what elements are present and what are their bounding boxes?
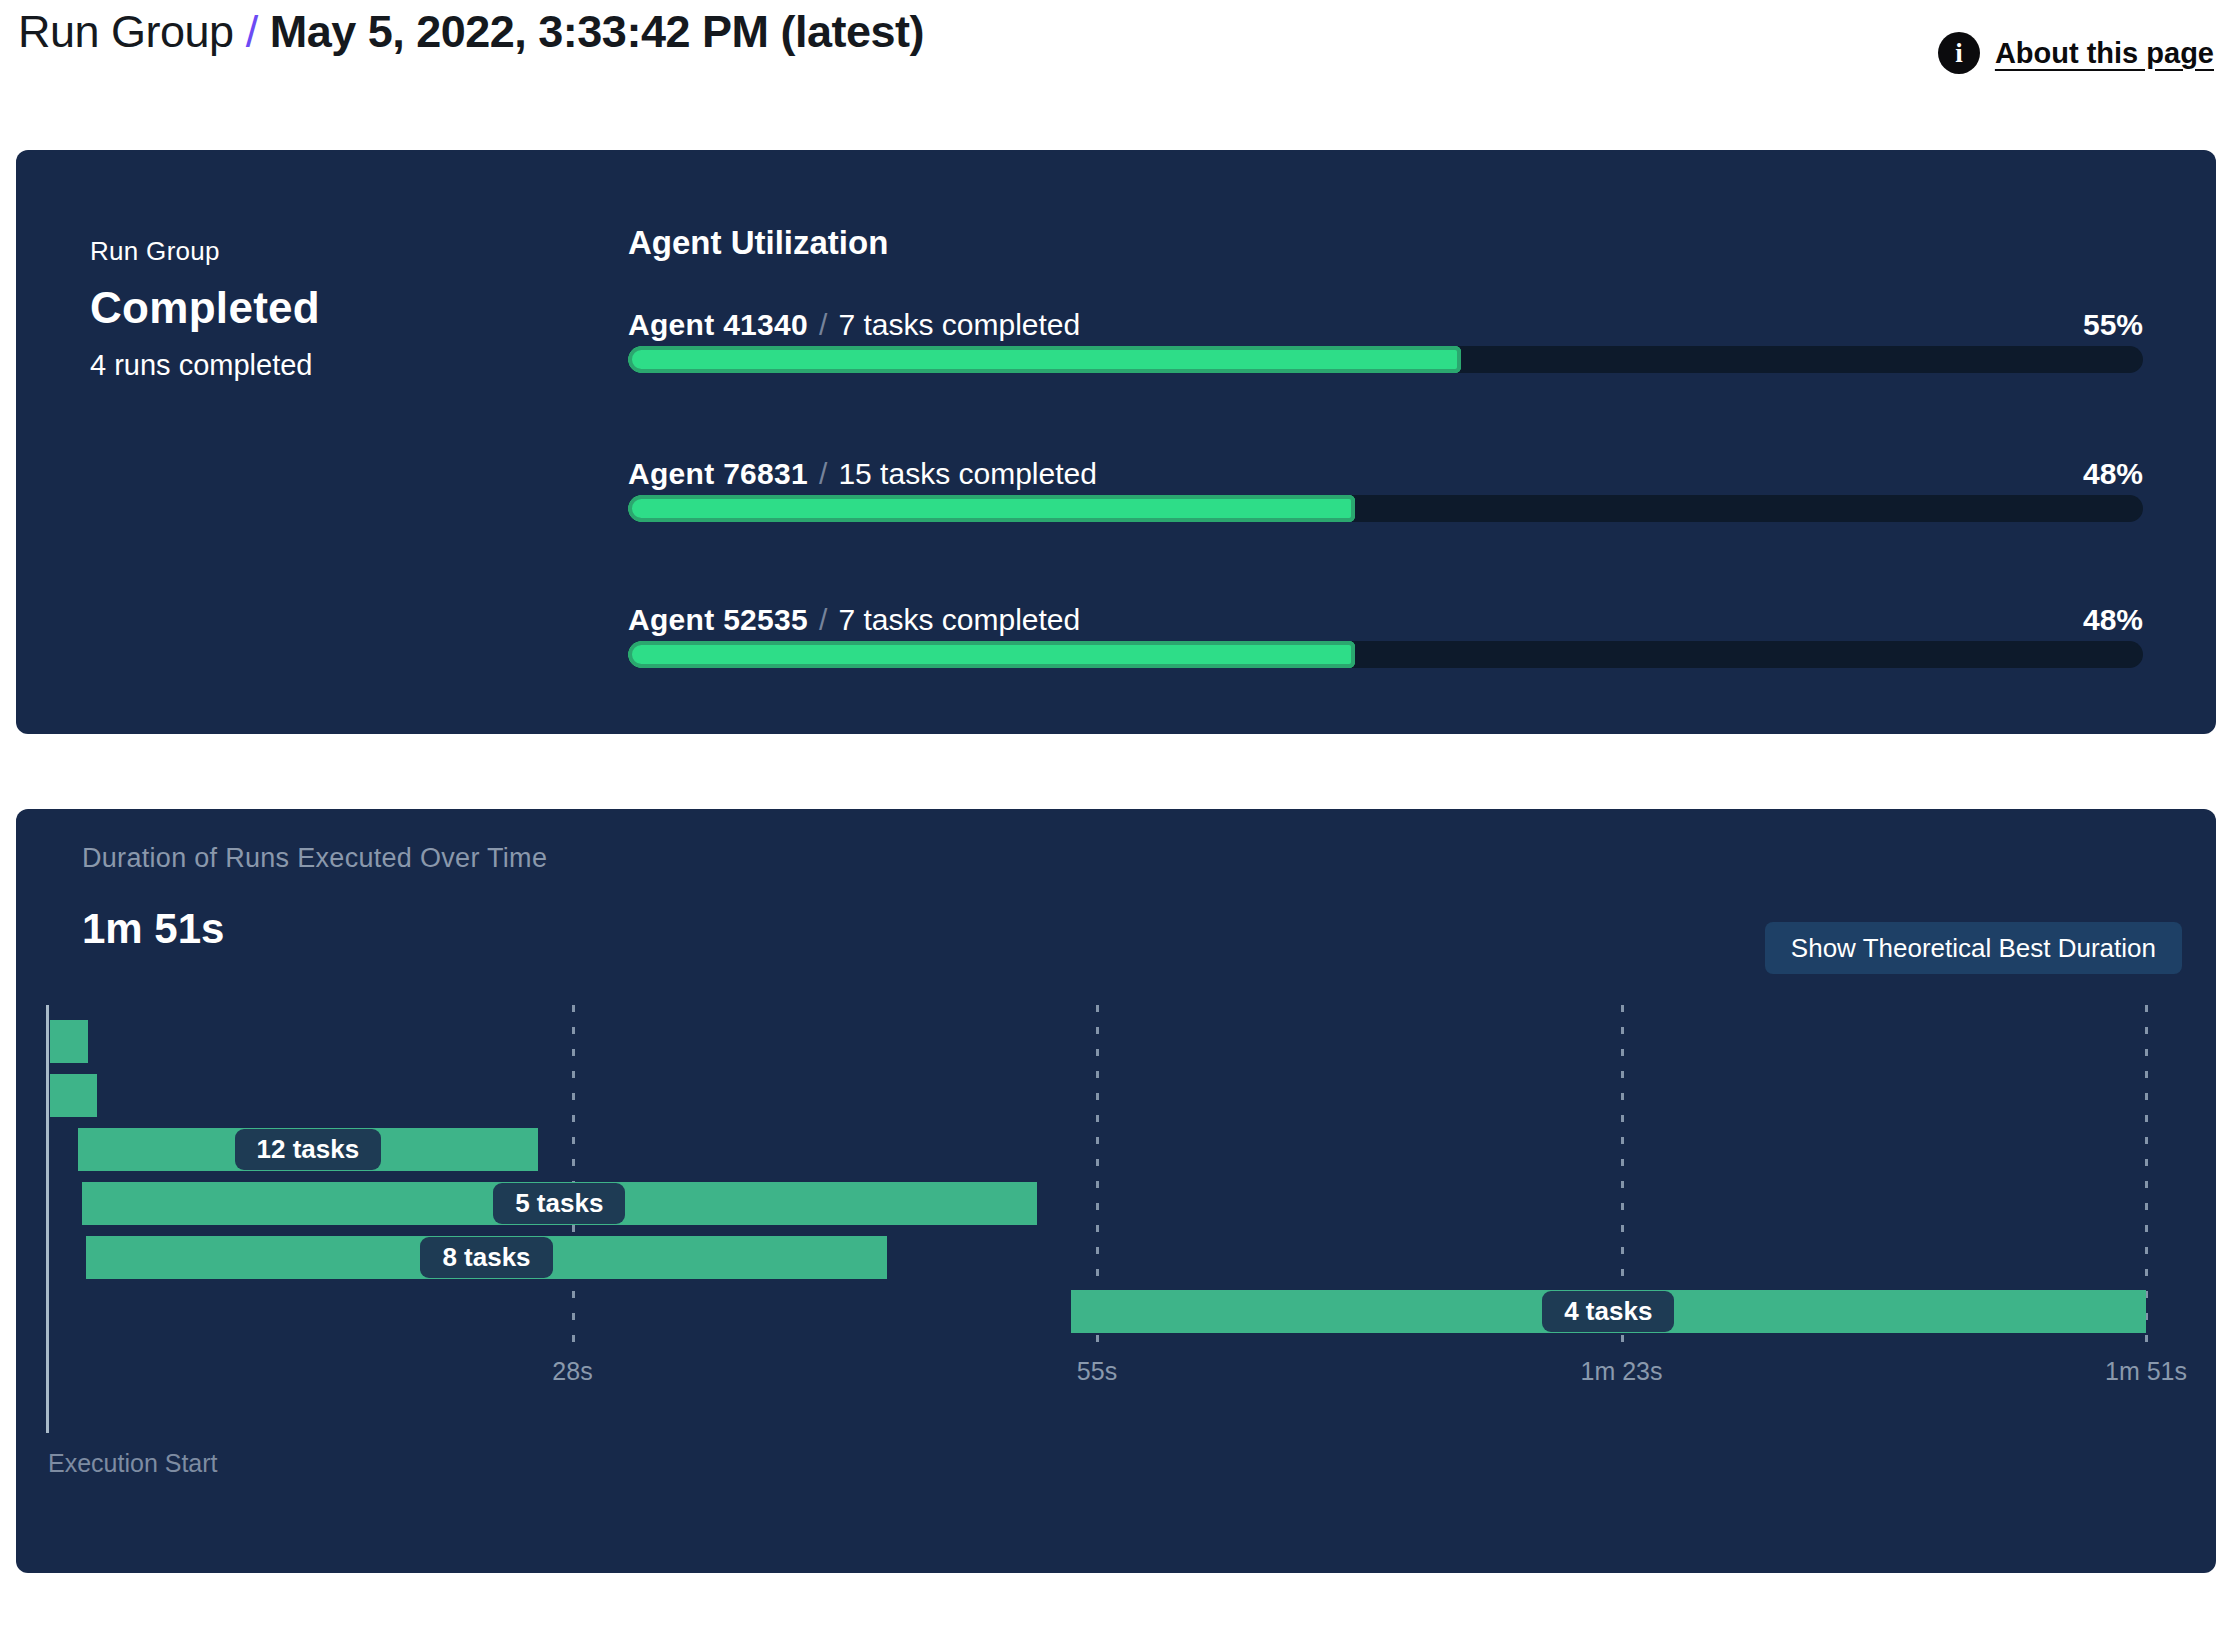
execution-start-label: Execution Start bbox=[48, 1449, 218, 1478]
agent-separator: / bbox=[819, 457, 827, 490]
page-title: May 5, 2022, 3:33:42 PM (latest) bbox=[270, 6, 924, 57]
agent-utilization-percent: 48% bbox=[2083, 457, 2143, 490]
breadcrumb: Run Group/May 5, 2022, 3:33:42 PM (lates… bbox=[18, 6, 924, 58]
agent-utilization-heading: Agent Utilization bbox=[628, 224, 888, 262]
total-duration-value: 1m 51s bbox=[82, 905, 224, 953]
utilization-progress-fill bbox=[628, 641, 1355, 668]
task-count-pill: 4 tasks bbox=[1542, 1291, 1674, 1332]
agent-separator: / bbox=[819, 603, 827, 636]
agent-utilization-percent: 48% bbox=[2083, 603, 2143, 636]
gantt-bar-run-5[interactable]: 8 tasks bbox=[86, 1236, 887, 1279]
agent-utilization-row: Agent 52535 / 7 tasks completed 48% bbox=[628, 603, 2143, 668]
task-count-pill: 8 tasks bbox=[420, 1237, 552, 1278]
gantt-plot: 28s55s1m 23s1m 51s12 tasks5 tasks8 tasks… bbox=[48, 1005, 2146, 1346]
run-group-card: Run Group Completed 4 runs completed Age… bbox=[16, 150, 2216, 734]
agent-tasks-completed: 15 tasks completed bbox=[838, 457, 1096, 490]
status-eyebrow: Run Group bbox=[90, 236, 320, 267]
about-link-label: About this page bbox=[1995, 37, 2214, 70]
about-this-page-link[interactable]: i About this page bbox=[1938, 32, 2214, 74]
agent-utilization-row: Agent 41340 / 7 tasks completed 55% bbox=[628, 308, 2143, 373]
show-theoretical-best-duration-button[interactable]: Show Theoretical Best Duration bbox=[1765, 922, 2182, 974]
agent-utilization-percent: 55% bbox=[2083, 308, 2143, 341]
gantt-bar-run-4[interactable]: 5 tasks bbox=[82, 1182, 1036, 1225]
duration-card: Duration of Runs Executed Over Time 1m 5… bbox=[16, 809, 2216, 1573]
gridline-28s bbox=[572, 1005, 575, 1346]
agent-tasks-completed: 7 tasks completed bbox=[838, 603, 1080, 636]
gantt-bar-run-2[interactable] bbox=[50, 1074, 97, 1117]
utilization-progress-track bbox=[628, 641, 2143, 668]
axis-tick-label: 1m 23s bbox=[1581, 1357, 1663, 1386]
axis-tick-label: 28s bbox=[552, 1357, 592, 1386]
gantt-bar-run-6[interactable]: 4 tasks bbox=[1071, 1290, 2146, 1333]
task-count-pill: 12 tasks bbox=[235, 1129, 382, 1170]
agent-name: Agent 52535 bbox=[628, 603, 808, 636]
axis-tick-label: 55s bbox=[1077, 1357, 1117, 1386]
breadcrumb-separator: / bbox=[246, 6, 258, 57]
status-block: Run Group Completed 4 runs completed bbox=[90, 236, 320, 382]
gantt-bar-run-3[interactable]: 12 tasks bbox=[78, 1128, 537, 1171]
agent-separator: / bbox=[819, 308, 827, 341]
status-badge: Completed bbox=[90, 283, 320, 333]
info-icon-glyph: i bbox=[1955, 38, 1963, 69]
runs-completed-count: 4 runs completed bbox=[90, 349, 320, 382]
axis-tick-label: 1m 51s bbox=[2105, 1357, 2187, 1386]
execution-start-axis-line bbox=[46, 1005, 49, 1433]
utilization-progress-fill bbox=[628, 495, 1355, 522]
chart-title: Duration of Runs Executed Over Time bbox=[82, 843, 547, 874]
gantt-bar-run-1[interactable] bbox=[50, 1020, 88, 1063]
info-icon: i bbox=[1938, 32, 1980, 74]
agent-tasks-completed: 7 tasks completed bbox=[838, 308, 1080, 341]
utilization-progress-fill bbox=[628, 346, 1461, 373]
task-count-pill: 5 tasks bbox=[493, 1183, 625, 1224]
breadcrumb-root[interactable]: Run Group bbox=[18, 6, 234, 57]
agent-utilization-row: Agent 76831 / 15 tasks completed 48% bbox=[628, 457, 2143, 522]
utilization-progress-track bbox=[628, 346, 2143, 373]
agent-name: Agent 41340 bbox=[628, 308, 808, 341]
agent-name: Agent 76831 bbox=[628, 457, 808, 490]
utilization-progress-track bbox=[628, 495, 2143, 522]
